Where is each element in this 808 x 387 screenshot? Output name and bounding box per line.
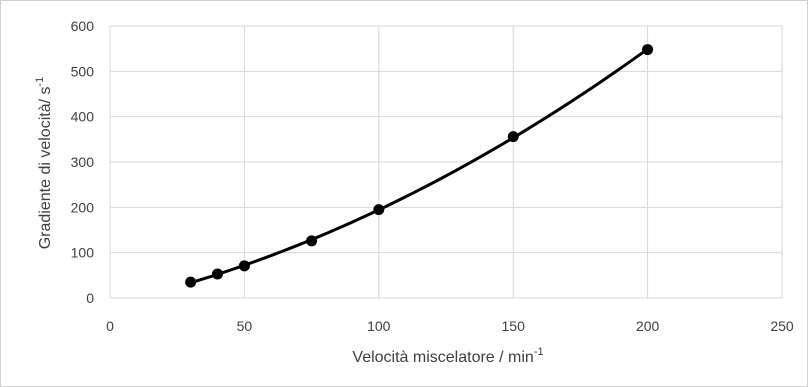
grid [109, 25, 783, 299]
y-tick-labels: 0 100 200 300 400 500 600 [71, 18, 95, 306]
trendline-group [190, 47, 649, 285]
y-tick-label: 0 [86, 290, 94, 306]
y-axis-title-superscript: -1 [34, 77, 46, 87]
x-tick-label: 200 [636, 318, 660, 334]
x-tick-label: 50 [237, 318, 253, 334]
y-tick-label: 500 [71, 63, 95, 79]
x-axis-title: Velocità miscelatore / min-1 [352, 346, 543, 366]
y-tick-label: 400 [71, 109, 95, 125]
x-tick-label: 0 [106, 318, 114, 334]
x-tick-label: 100 [367, 318, 391, 334]
data-point [185, 276, 197, 288]
data-point [306, 235, 318, 247]
x-axis-title-superscript: -1 [534, 346, 544, 358]
y-tick-label: 100 [71, 245, 95, 261]
x-tick-label: 250 [770, 318, 794, 334]
y-axis-title: Gradiente di velocità/ s-1 [34, 77, 54, 250]
y-tick-label: 300 [71, 154, 95, 170]
x-tick-label: 150 [502, 318, 526, 334]
x-tick-labels: 0 50 100 150 200 250 [106, 318, 794, 334]
data-point [212, 268, 224, 280]
data-point [373, 204, 385, 216]
trendline [190, 47, 649, 285]
y-tick-label: 200 [71, 199, 95, 215]
data-point [642, 44, 654, 56]
data-point [507, 131, 519, 143]
data-point [238, 260, 250, 272]
y-tick-label: 600 [71, 18, 95, 34]
data-points [185, 44, 654, 288]
